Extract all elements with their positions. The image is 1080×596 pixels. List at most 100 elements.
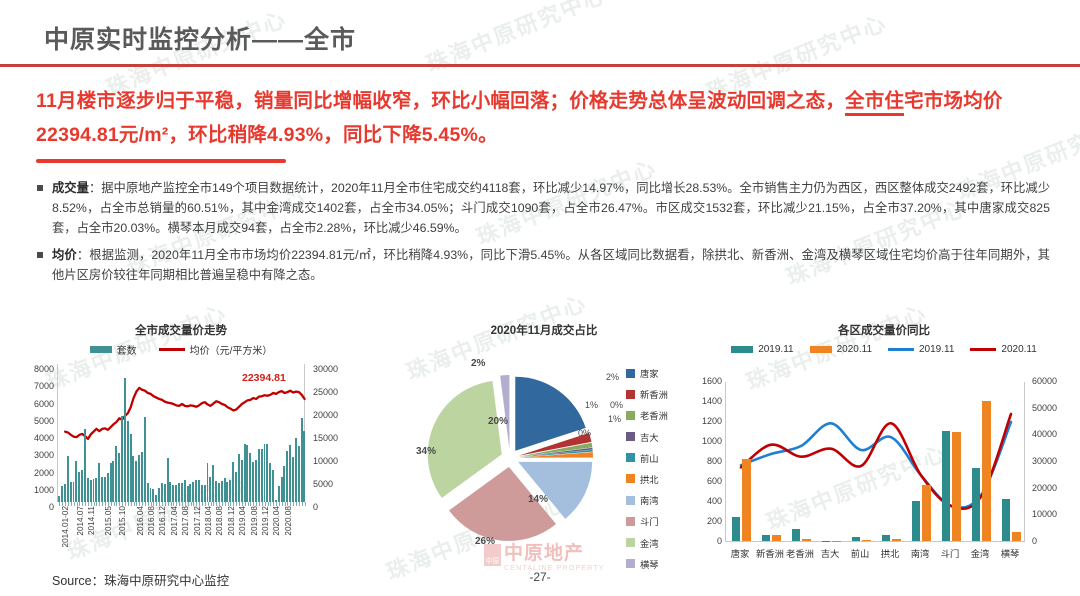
chart1-xtick-mark	[156, 502, 158, 506]
chart1-bar	[58, 496, 61, 502]
chart3-ytick: 600	[706, 476, 722, 486]
chart1-xtick-mark	[142, 502, 144, 506]
chart3-bar	[892, 538, 901, 541]
chart1-xtick-mark	[227, 502, 229, 506]
chart1-bar	[172, 485, 175, 502]
chart3-xtick: 前山	[850, 549, 870, 559]
chart2-legend: 唐家 新香洲 老香洲 吉大 前山 拱北 南湾 斗门 金湾 横琴	[626, 366, 668, 571]
chart1-xtick-mark	[130, 502, 132, 506]
chart3-bar	[862, 540, 871, 541]
chart3-y2tick: 30000	[1032, 456, 1058, 466]
chart1-xtick-mark	[296, 502, 298, 506]
chart2-slice-label: 0%	[578, 428, 592, 438]
chart1-bar	[163, 483, 166, 502]
chart1-y2tick: 25000	[313, 387, 339, 397]
chart1-xtick-mark	[204, 502, 206, 506]
chart1-bar	[294, 438, 297, 502]
chart1-bar	[92, 478, 95, 502]
chart1-xtick-mark	[136, 502, 138, 506]
chart2-slice	[427, 381, 502, 498]
chart3-xtick: 斗门	[940, 549, 960, 559]
chart1-y-axis-left: 8000 7000 6000 5000 4000 3000 2000 1000 0	[14, 358, 54, 512]
chart1-bar	[300, 418, 303, 502]
chart1-bar	[103, 477, 106, 502]
chart3-legend-item-line-2019: 2019.11	[888, 344, 954, 355]
chart3-bar	[881, 535, 890, 541]
chart3-price-lines	[739, 412, 1013, 510]
chart1-xtick-mark	[122, 502, 124, 506]
chart2-legend-label: 拱北	[640, 474, 659, 485]
chart3-bar	[851, 536, 860, 541]
chart2-legend-item: 斗门	[626, 514, 668, 528]
chart1-xtick-mark	[221, 502, 223, 506]
chart1-xtick-mark	[113, 502, 115, 506]
chart1-xtick-mark	[79, 502, 81, 506]
chart3-bar	[982, 400, 991, 541]
chart2-slice-label: 1%	[585, 400, 599, 410]
chart1-y2tick: 15000	[313, 433, 339, 443]
chart1-xtick-mark	[70, 502, 72, 506]
chart1-bar	[66, 455, 69, 502]
chart1-bar	[129, 434, 132, 502]
chart1-bar	[215, 480, 218, 502]
chart1-xtick-mark	[281, 502, 283, 506]
chart1-bar	[155, 495, 158, 502]
chart1-xtick-mark	[162, 502, 164, 506]
chart2-slice	[500, 375, 510, 450]
legend-bar-swatch-icon	[89, 346, 112, 353]
chart1-bar	[86, 478, 89, 502]
chart3-ytick: 1600	[701, 376, 722, 386]
chart3-bar	[791, 528, 800, 541]
chart1-xtick: 2019.08	[249, 506, 259, 536]
chart1-xtick-mark	[110, 502, 112, 506]
chart1-legend-item-line: 均价（元/平方米）	[158, 342, 273, 357]
chart2-legend-label: 吉大	[640, 432, 659, 443]
chart3-xtick: 金湾	[970, 549, 990, 559]
chart2-slice	[515, 376, 586, 451]
chart2-legend-label: 新香洲	[640, 390, 668, 401]
chart1-xtick-mark	[239, 502, 240, 506]
legend-color-swatch-icon	[626, 516, 635, 526]
chart1-y2tick: 20000	[313, 410, 339, 420]
chart1-bar	[203, 485, 206, 502]
chart1-bar	[81, 469, 84, 502]
legend-color-swatch-icon	[626, 538, 635, 547]
chart1-bar	[206, 463, 209, 502]
chart1-legend-label: 均价（元/平方米）	[189, 346, 273, 357]
chart1-xtick-mark	[210, 502, 212, 506]
chart1-bar	[180, 482, 183, 502]
chart1-bar	[158, 488, 160, 502]
chart1-xtick-mark	[244, 502, 246, 506]
chart1-bar	[192, 481, 195, 502]
chart1-xtick-mark	[250, 502, 252, 506]
chart1-bar	[189, 484, 192, 502]
chart1-bar	[166, 457, 169, 502]
chart1-xtick: 2018.12	[226, 506, 236, 536]
chart2-slice-label: 0%	[610, 400, 624, 410]
chart1-bar	[209, 477, 212, 502]
chart2-legend-item: 前山	[626, 451, 668, 465]
chart1-xtick-mark	[144, 502, 146, 506]
chart1-xtick-mark	[96, 502, 98, 506]
chart3-line-2020	[739, 412, 1013, 510]
chart3-legend-label: 2020.11	[836, 344, 872, 355]
chart1-xtick-mark	[293, 502, 295, 506]
chart2-slice-label: 1%	[608, 414, 622, 424]
chart1-xtick-mark	[133, 502, 135, 506]
bullet-list: 成交量：据中原地产监控全市149个项目数据统计，2020年11月全市住宅成交约4…	[36, 178, 1050, 292]
bullet-label: 均价	[52, 248, 77, 262]
chart1-plot-area	[57, 364, 306, 506]
chart1-bar	[121, 416, 123, 502]
chart3-bar	[971, 468, 980, 541]
chart1-ytick: 0	[48, 502, 54, 512]
chart1-xtick-mark	[127, 502, 129, 506]
chart1-bar	[252, 461, 255, 502]
chart1-xtick: 2020.08	[283, 506, 293, 536]
chart1-bar	[297, 446, 300, 502]
chart3-xtick: 新香洲	[756, 549, 784, 559]
chart1-xtick-mark	[278, 502, 280, 506]
legend-line-swatch-icon	[158, 348, 185, 351]
chart-monthly-share-pie: 2020年11月成交占比 20% 2% 1% 0% 0% 1% 14% 26% 34% 2% 唐家…	[398, 322, 690, 580]
chart1-y2tick: 10000	[313, 456, 339, 466]
chart1-bar	[232, 461, 235, 502]
